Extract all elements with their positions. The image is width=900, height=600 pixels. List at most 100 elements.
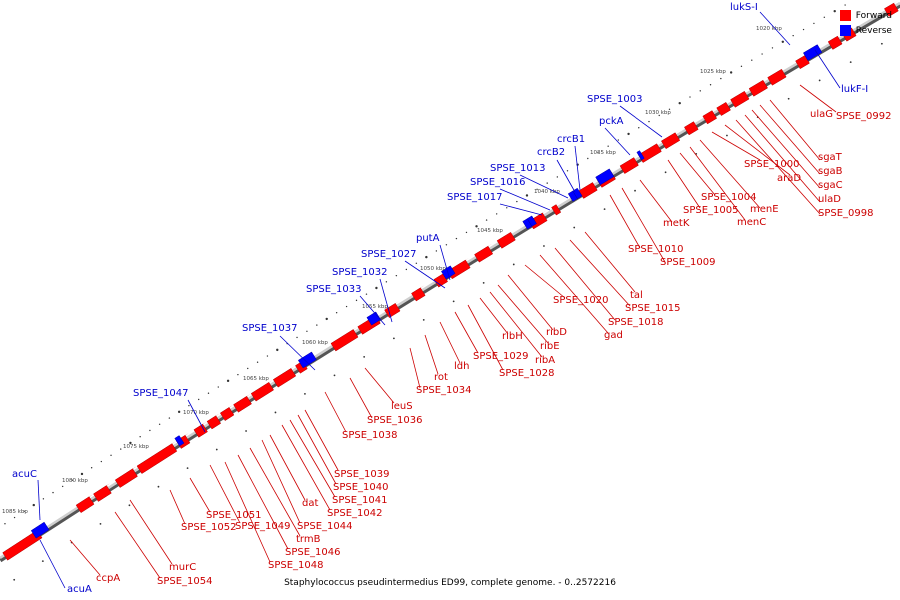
tick-dot xyxy=(546,182,548,184)
gene-label[interactable]: dat xyxy=(302,498,318,509)
gene-label[interactable]: lukS-I xyxy=(730,2,758,13)
gene-label[interactable]: menE xyxy=(750,204,779,215)
gene-label[interactable]: sgaT xyxy=(818,152,843,163)
tick-dot xyxy=(475,225,478,228)
gene-label[interactable]: SPSE_1042 xyxy=(327,508,383,519)
leader-line xyxy=(519,174,569,199)
gene-glyph xyxy=(114,468,138,488)
gene-label[interactable]: SPSE_1015 xyxy=(625,303,681,314)
gene-label[interactable]: gad xyxy=(604,330,623,341)
tick-dot xyxy=(375,286,378,290)
gene-label[interactable]: SPSE_1004 xyxy=(701,192,757,203)
kbp-tick: 1065 kbp xyxy=(243,376,269,382)
gene-label[interactable]: SPSE_1048 xyxy=(268,560,324,571)
leader-line xyxy=(724,124,791,176)
gene-label[interactable]: SPSE_1049 xyxy=(235,521,291,532)
gene-label[interactable]: acuA xyxy=(67,584,92,595)
gene-label[interactable]: araD xyxy=(777,173,801,184)
gene-label[interactable]: leuS xyxy=(391,401,413,412)
gene-label[interactable]: SPSE_1027 xyxy=(361,249,417,260)
tick-dot xyxy=(689,96,691,98)
gene-label[interactable]: SPSE_1000 xyxy=(744,159,800,170)
gene-label[interactable]: SPSE_1034 xyxy=(416,385,472,396)
gene-label[interactable]: SPSE_1032 xyxy=(332,267,388,278)
leader-line xyxy=(679,152,716,196)
gene-label[interactable]: SPSE_1029 xyxy=(473,351,529,362)
gene-label[interactable]: SPSE_1038 xyxy=(342,430,398,441)
gene-label[interactable]: SPSE_1003 xyxy=(587,94,643,105)
leader-line xyxy=(744,114,821,203)
gene-label[interactable]: SPSE_1052 xyxy=(181,522,237,533)
gene-label[interactable]: SPSE_1037 xyxy=(242,323,298,334)
leader-line xyxy=(129,499,173,565)
tick-dot xyxy=(304,393,306,395)
leader-line xyxy=(711,131,761,161)
gene-label[interactable]: crcB1 xyxy=(557,134,585,145)
gene-label[interactable]: SPSE_1044 xyxy=(297,521,353,532)
gene-label[interactable]: SPSE_1054 xyxy=(157,576,213,587)
gene-label[interactable]: trmB xyxy=(296,534,321,545)
tick-dot xyxy=(627,132,630,136)
gene-label[interactable]: ccpA xyxy=(96,573,120,584)
gene-label[interactable]: SPSE_1046 xyxy=(285,547,341,558)
leader-line xyxy=(209,464,241,524)
leader-line xyxy=(759,11,791,46)
gene-glyph xyxy=(803,44,823,61)
gene-label[interactable]: SPSE_1040 xyxy=(333,482,389,493)
gene-label[interactable]: SPSE_0992 xyxy=(836,111,892,122)
gene-label[interactable]: rot xyxy=(434,372,448,383)
gene-glyph xyxy=(767,68,787,86)
gene-label[interactable]: SPSE_1018 xyxy=(608,317,664,328)
gene-label[interactable]: menC xyxy=(737,217,766,228)
gene-label[interactable]: SPSE_1010 xyxy=(628,244,684,255)
leader-line xyxy=(439,321,461,364)
gene-label[interactable]: SPSE_1036 xyxy=(367,415,423,426)
gene-label[interactable]: metK xyxy=(663,218,690,229)
gene-label[interactable]: ulaG xyxy=(810,109,833,120)
gene-label[interactable]: SPSE_1028 xyxy=(499,368,555,379)
tick-dot xyxy=(405,268,408,271)
gene-label[interactable]: SPSE_1020 xyxy=(553,295,609,306)
gene-label[interactable]: sgaC xyxy=(818,180,843,191)
tick-dot xyxy=(177,410,181,414)
gene-label[interactable]: tal xyxy=(630,290,643,301)
leader-line xyxy=(689,146,746,221)
gene-label[interactable]: SPSE_1016 xyxy=(470,177,526,188)
gene-label[interactable]: SPSE_1041 xyxy=(332,495,388,506)
gene-label[interactable]: lukF-I xyxy=(841,84,868,95)
gene-label[interactable]: acuC xyxy=(12,469,37,480)
gene-label[interactable]: SPSE_1017 xyxy=(447,192,503,203)
gene-label[interactable]: SPSE_1013 xyxy=(490,163,546,174)
tick-dot xyxy=(543,245,545,247)
gene-glyph xyxy=(330,329,359,352)
gene-label[interactable]: ulaD xyxy=(818,194,841,205)
gene-label[interactable]: SPSE_1033 xyxy=(306,284,362,295)
gene-label[interactable]: SPSE_1051 xyxy=(206,510,262,521)
kbp-tick: 1025 kbp xyxy=(700,69,726,75)
gene-label[interactable]: SPSE_1039 xyxy=(334,469,390,480)
gene-glyph xyxy=(595,168,615,186)
gene-label[interactable]: putA xyxy=(416,233,440,244)
leader-line xyxy=(735,119,821,215)
gene-glyph xyxy=(551,204,562,216)
gene-label[interactable]: SPSE_1047 xyxy=(133,388,189,399)
tick-dot xyxy=(188,404,190,407)
gene-label[interactable]: pckA xyxy=(599,116,624,127)
gene-label[interactable]: ribH xyxy=(502,331,523,342)
gene-label[interactable]: SPSE_1005 xyxy=(683,205,739,216)
gene-label[interactable]: ribA xyxy=(535,355,555,366)
leader-line xyxy=(699,139,761,209)
leader-line xyxy=(467,304,504,371)
gene-label[interactable]: ribD xyxy=(546,327,567,338)
gene-label[interactable]: SPSE_1009 xyxy=(660,257,716,268)
label-leader-lines xyxy=(37,11,841,589)
gene-label[interactable]: ribE xyxy=(540,341,560,352)
gene-label[interactable]: SPSE_0998 xyxy=(818,208,874,219)
gene-glyph xyxy=(730,90,750,108)
gene-label[interactable]: ldh xyxy=(454,361,469,372)
gene-glyph xyxy=(526,215,537,227)
gene-label[interactable]: crcB2 xyxy=(537,147,565,158)
gene-label[interactable]: murC xyxy=(169,562,196,573)
gene-label[interactable]: sgaB xyxy=(818,166,843,177)
tick-dot xyxy=(42,498,45,500)
